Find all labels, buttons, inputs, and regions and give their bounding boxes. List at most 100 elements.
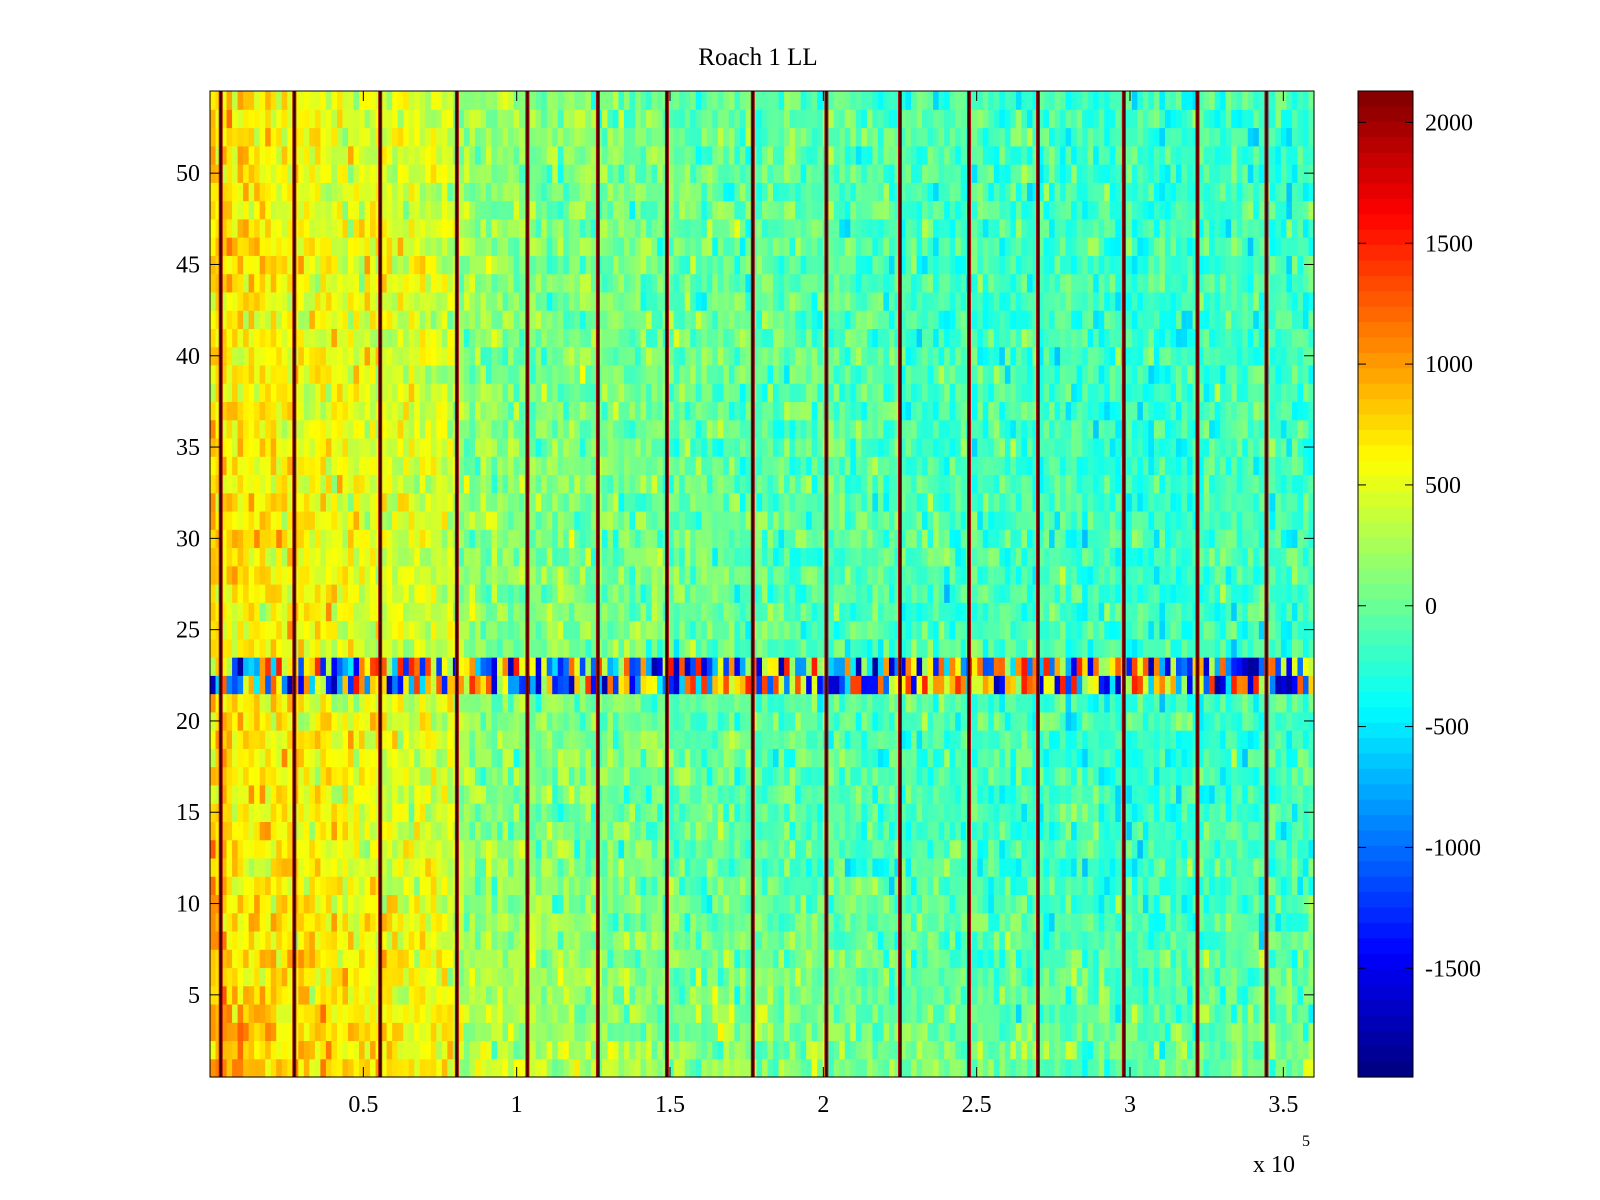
heatmap-cell xyxy=(276,730,283,749)
heatmap-cell xyxy=(883,1022,890,1042)
heatmap-cell xyxy=(1131,1003,1138,1023)
heatmap-cell xyxy=(508,1058,515,1078)
heatmap-cell xyxy=(844,930,851,950)
heatmap-cell xyxy=(1203,638,1210,658)
heatmap-cell xyxy=(646,803,653,822)
heatmap-cell xyxy=(800,857,807,877)
heatmap-cell xyxy=(1104,730,1111,749)
heatmap-cell xyxy=(1236,949,1243,969)
heatmap-cell xyxy=(1038,1040,1045,1060)
heatmap-cell xyxy=(232,967,239,987)
heatmap-cell xyxy=(364,784,371,804)
heatmap-cell xyxy=(325,1058,333,1078)
heatmap-cell xyxy=(883,730,890,749)
heatmap-cell xyxy=(303,766,310,786)
heatmap-cell xyxy=(756,638,763,658)
heatmap-cell xyxy=(839,620,846,640)
heatmap-cell xyxy=(916,675,923,695)
heatmap-cell xyxy=(359,985,366,1005)
heatmap-cell xyxy=(894,1022,901,1042)
heatmap-cell xyxy=(1104,766,1111,786)
heatmap-cell xyxy=(502,730,509,749)
heatmap-cell xyxy=(888,1058,896,1078)
heatmap-cell xyxy=(1258,930,1265,950)
heatmap-cell xyxy=(1170,657,1177,676)
heatmap-cell xyxy=(585,638,592,658)
heatmap-cell xyxy=(237,1058,244,1078)
heatmap-cell xyxy=(1231,821,1238,841)
heatmap-cell xyxy=(712,1058,719,1078)
heatmap-cell xyxy=(624,730,631,749)
heatmap-cell xyxy=(1181,1022,1188,1042)
heatmap-cell xyxy=(1054,766,1061,786)
heatmap-cell xyxy=(1258,730,1265,749)
heatmap-cell xyxy=(993,1040,1000,1060)
heatmap-cell xyxy=(888,675,896,695)
heatmap-cell xyxy=(1275,967,1282,987)
heatmap-cell xyxy=(303,620,310,640)
heatmap-cell xyxy=(723,876,730,896)
heatmap-cell xyxy=(447,748,454,768)
heatmap-cell xyxy=(1004,784,1011,804)
heatmap-cell xyxy=(977,1003,984,1023)
heatmap-cell xyxy=(1176,857,1183,877)
heatmap-cell xyxy=(607,748,614,768)
heatmap-cell xyxy=(1275,876,1282,896)
heatmap-cell xyxy=(762,857,769,877)
heatmap-cell xyxy=(806,730,813,749)
heatmap-cell xyxy=(331,784,338,804)
heatmap-cell xyxy=(353,876,360,896)
heatmap-cell xyxy=(259,985,266,1005)
heatmap-cell xyxy=(530,784,537,804)
heatmap-cell xyxy=(1032,876,1039,896)
heatmap-cell xyxy=(1032,1058,1039,1078)
heatmap-cell xyxy=(1126,949,1133,969)
heatmap-cell xyxy=(430,711,437,731)
heatmap-cell xyxy=(348,912,355,932)
heatmap-cell xyxy=(988,620,995,640)
heatmap-cell xyxy=(1176,748,1183,768)
heatmap-cell xyxy=(1308,839,1315,859)
heatmap-cell xyxy=(883,1040,890,1060)
heatmap-cell xyxy=(386,839,393,859)
heatmap-cell xyxy=(474,675,482,695)
heatmap-cell xyxy=(1126,985,1133,1005)
heatmap-cell xyxy=(1242,766,1249,786)
heatmap-cell xyxy=(1032,784,1039,804)
heatmap-cell xyxy=(447,985,454,1005)
heatmap-cell xyxy=(1098,748,1105,768)
heatmap-cell xyxy=(1297,967,1304,987)
heatmap-cell xyxy=(508,638,515,658)
heatmap-cell xyxy=(988,876,995,896)
heatmap-cell xyxy=(436,638,443,658)
heatmap-cell xyxy=(1104,1003,1111,1023)
heatmap-cell xyxy=(298,912,305,932)
heatmap-cell xyxy=(1054,876,1061,896)
heatmap-cell xyxy=(1026,766,1034,786)
heatmap-cell xyxy=(1049,766,1056,786)
heatmap-cell xyxy=(927,1022,934,1042)
heatmap-cell xyxy=(695,620,702,640)
heatmap-cell xyxy=(756,748,763,768)
heatmap-cell xyxy=(392,784,399,804)
heatmap-cell xyxy=(1286,894,1293,914)
heatmap-cell xyxy=(1076,766,1083,786)
heatmap-cell xyxy=(922,620,929,640)
heatmap-cell xyxy=(568,711,575,731)
heatmap-cell xyxy=(651,620,658,640)
heatmap-cell xyxy=(1225,839,1232,859)
heatmap-cell xyxy=(463,766,471,786)
heatmap-cell xyxy=(541,784,548,804)
heatmap-cell xyxy=(1198,784,1205,804)
heatmap-cell xyxy=(778,1022,785,1042)
heatmap-cell xyxy=(320,1003,327,1023)
heatmap-cell xyxy=(502,693,509,713)
heatmap-cell xyxy=(281,748,288,768)
heatmap-cell xyxy=(1242,894,1249,914)
heatmap-cell xyxy=(1021,730,1028,749)
heatmap-cell xyxy=(988,912,995,932)
heatmap-cell xyxy=(811,821,818,841)
heatmap-cell xyxy=(905,784,912,804)
heatmap-cell xyxy=(789,1022,796,1042)
heatmap-cell xyxy=(712,912,719,932)
